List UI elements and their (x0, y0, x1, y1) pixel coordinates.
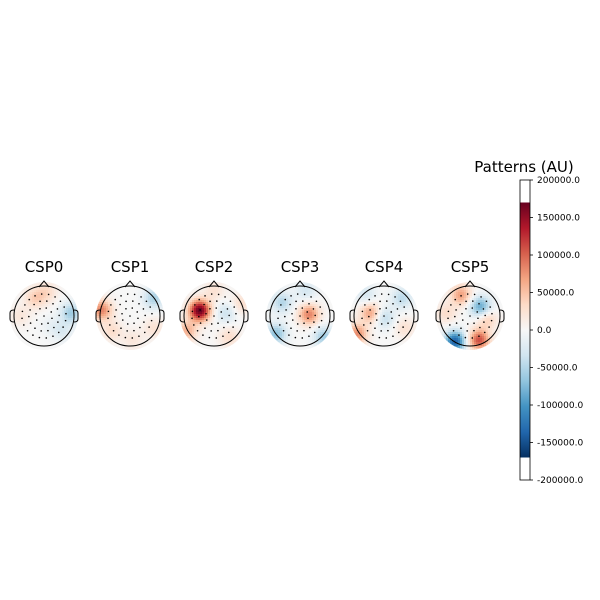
left-ear-outline (95, 309, 101, 323)
right-ear-outline (159, 309, 165, 323)
topomap-field (180, 282, 248, 350)
head-outline (353, 285, 415, 347)
left-ear-outline (179, 309, 185, 323)
topomap-csp4: CSP4 (349, 258, 419, 350)
colorbar-gradient (520, 202, 530, 458)
head-outline (13, 285, 75, 347)
nose-outline (464, 280, 476, 288)
topomap-csp1: CSP1 (95, 258, 165, 350)
topomap-field (436, 282, 504, 350)
electrode-dots (361, 293, 407, 339)
colorbar-tick-label: 0.0 (537, 326, 552, 336)
right-ear-outline (243, 309, 249, 323)
left-ear-outline (435, 309, 441, 323)
electrode-dots (21, 293, 67, 339)
topomap-title: CSP4 (365, 258, 404, 276)
right-ear-outline (499, 309, 505, 323)
electrode-dots (107, 293, 153, 339)
right-ear-outline (413, 309, 419, 323)
electrode-dots (277, 293, 323, 339)
topomap-csp5: CSP5 (435, 258, 505, 350)
colorbar-tick-label: -50000.0 (537, 364, 578, 374)
nose-outline (208, 280, 220, 288)
nose-outline (124, 280, 136, 288)
head-outline (99, 285, 161, 347)
topomap-title: CSP2 (195, 258, 234, 276)
colorbar-tick-label: 50000.0 (537, 289, 574, 299)
head-outline (183, 285, 245, 347)
topomap-csp2: CSP2 (179, 258, 249, 350)
topomap-title: CSP3 (281, 258, 320, 276)
colorbar: Patterns (AU) 200000.0 150000.0 100000.0 50… (474, 158, 583, 486)
right-ear-outline (329, 309, 335, 323)
nose-outline (294, 280, 306, 288)
left-ear-outline (9, 309, 15, 323)
colorbar-tick-label: -150000.0 (537, 439, 583, 449)
topomap-title: CSP5 (451, 258, 490, 276)
colorbar-tick-label: 100000.0 (537, 251, 580, 261)
left-ear-outline (265, 309, 271, 323)
electrode-dots (447, 293, 493, 339)
colorbar-tick-label: -200000.0 (537, 476, 583, 486)
electrode-dots (191, 293, 237, 339)
nose-outline (378, 280, 390, 288)
right-ear-outline (73, 309, 79, 323)
left-ear-outline (349, 309, 355, 323)
colorbar-title: Patterns (AU) (474, 158, 574, 176)
topomap-csp3: CSP3 (265, 258, 335, 350)
colorbar-tick-label: 200000.0 (537, 176, 580, 186)
topomap-title: CSP1 (111, 258, 150, 276)
topomap-title: CSP0 (25, 258, 64, 276)
head-outline (439, 285, 501, 347)
colorbar-tick-label: -100000.0 (537, 401, 583, 411)
topomap-field (10, 282, 78, 350)
topomap-csp0: CSP0 (9, 258, 79, 350)
head-outline (269, 285, 331, 347)
topomap-field (96, 282, 164, 350)
topomap-row: CSP0 CSP1 CSP2 CSP3 CSP4 CSP5 (9, 258, 505, 350)
colorbar-tick-label: 150000.0 (537, 214, 580, 224)
nose-outline (38, 280, 50, 288)
